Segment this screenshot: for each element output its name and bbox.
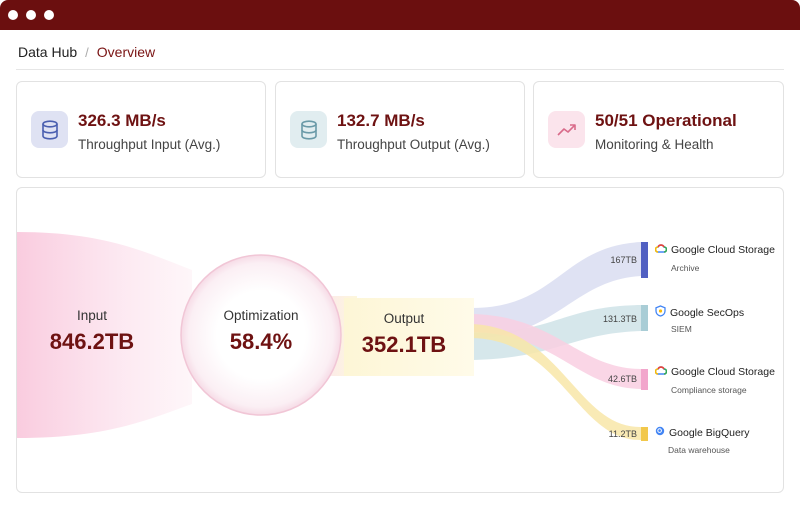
database-icon (31, 111, 68, 148)
window-control-dot[interactable] (8, 10, 18, 20)
optimization-node (180, 254, 342, 416)
input-node: Input 846.2TB (37, 308, 147, 355)
dest-name-label: Google BigQuery (669, 426, 750, 439)
stat-label: Throughput Input (Avg.) (78, 137, 221, 152)
google-cloud-icon (654, 244, 668, 256)
stream-bigquery (472, 324, 641, 441)
dest-volume: 167TB (610, 255, 637, 265)
breadcrumb-current: Overview (96, 44, 156, 60)
window-control-dot[interactable] (44, 10, 54, 20)
input-flow-band (17, 232, 192, 438)
dest-subtitle: SIEM (671, 324, 692, 334)
stream-gcs-compliance (472, 314, 641, 389)
trend-up-icon (548, 111, 585, 148)
destination-secops[interactable]: Google SecOps (655, 305, 744, 320)
input-label: Input (76, 308, 108, 323)
destination-gcs-compliance[interactable]: Google Cloud Storage (654, 366, 775, 378)
dest-subtitle: Archive (671, 263, 700, 273)
optimization-label: Optimization (223, 308, 299, 323)
optimization-text: Optimization 58.4% (201, 308, 321, 355)
header-divider (16, 69, 784, 70)
breadcrumb: Data Hub / Overview (18, 44, 155, 60)
window-control-dot[interactable] (26, 10, 36, 20)
dest-name-label: Google SecOps (670, 306, 745, 319)
dest-bar-bigquery (641, 427, 648, 441)
dest-subtitle: Data warehouse (668, 445, 730, 455)
output-text: Output 352.1TB (349, 311, 459, 358)
stat-value: 132.7 MB/s (337, 111, 425, 130)
dest-volume: 11.2TB (608, 429, 637, 439)
dest-name-label: Google Cloud Storage (671, 366, 775, 378)
shield-icon (655, 305, 666, 320)
dest-volume: 131.3TB (602, 314, 637, 324)
input-value: 846.2TB (49, 329, 135, 354)
stream-gcs-archive (472, 242, 641, 338)
stat-label: Throughput Output (Avg.) (337, 137, 490, 152)
stat-label: Monitoring & Health (595, 137, 714, 152)
destination-bigquery[interactable]: Google BigQuery (655, 426, 750, 439)
bigquery-icon (655, 426, 665, 439)
dest-bar-gcs-compliance (641, 369, 648, 390)
google-cloud-icon (654, 366, 668, 378)
stat-card-throughput-input: 326.3 MB/s Throughput Input (Avg.) (16, 81, 266, 178)
dest-subtitle: Compliance storage (671, 385, 747, 395)
optimization-value: 58.4% (229, 329, 293, 354)
dest-name-label: Google Cloud Storage (671, 244, 775, 256)
output-value: 352.1TB (361, 332, 447, 357)
output-label: Output (383, 311, 425, 326)
dest-bar-gcs-archive (641, 242, 648, 278)
breadcrumb-root-link[interactable]: Data Hub (18, 44, 78, 60)
stat-card-monitoring-health: 50/51 Operational Monitoring & Health (533, 81, 784, 178)
stat-value: 326.3 MB/s (78, 111, 166, 130)
stat-card-throughput-output: 132.7 MB/s Throughput Output (Avg.) (275, 81, 525, 178)
output-node (344, 298, 474, 376)
database-icon (290, 111, 327, 148)
breadcrumb-separator: / (85, 44, 89, 60)
title-bar (0, 0, 800, 30)
destination-gcs-archive[interactable]: Google Cloud Storage (654, 244, 775, 256)
dest-volume: 42.6TB (607, 374, 637, 384)
stat-value: 50/51 Operational (595, 111, 737, 130)
dest-bar-secops (641, 305, 648, 331)
data-flow-panel: Input 846.2TB Optimization 58.4% Output … (16, 187, 784, 493)
flow-diagram (17, 232, 648, 441)
